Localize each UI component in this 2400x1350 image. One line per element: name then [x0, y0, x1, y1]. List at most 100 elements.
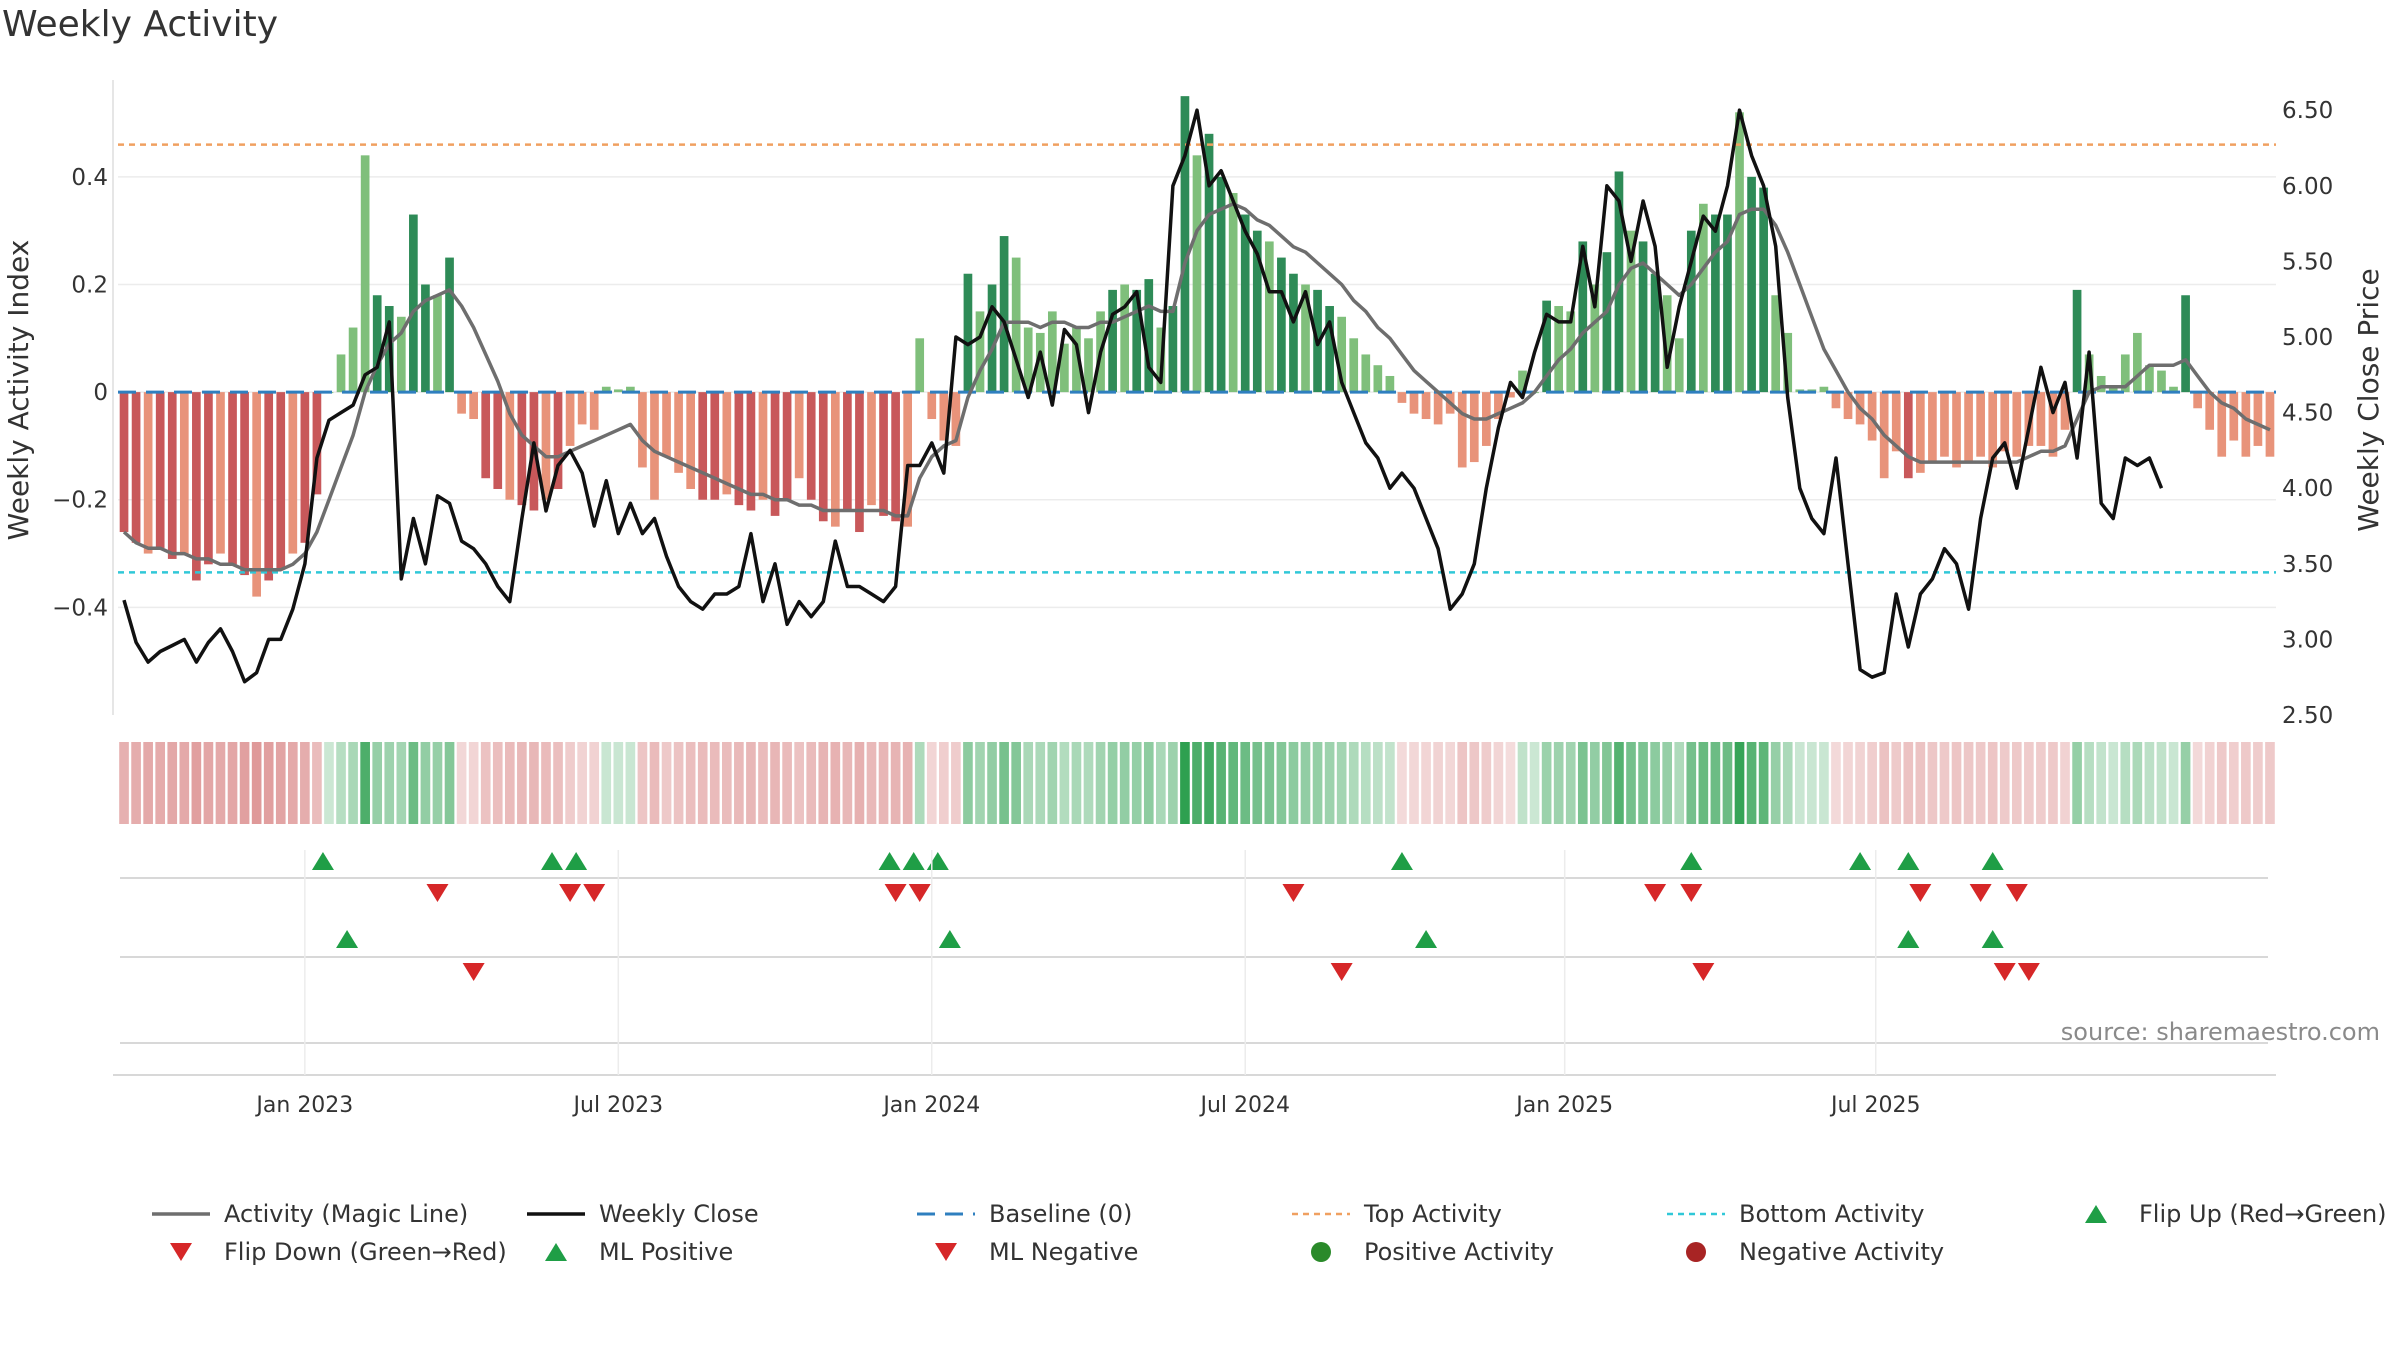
x-tick-label: Jan 2024	[881, 1093, 980, 1118]
heat-cell	[2036, 742, 2046, 824]
y-right-tick-label: 3.50	[2282, 552, 2333, 578]
activity-bar	[1457, 392, 1467, 468]
activity-bar	[843, 392, 852, 511]
activity-bar	[216, 392, 225, 554]
heat-cell	[830, 742, 841, 824]
activity-bar	[903, 392, 912, 527]
activity-bar	[1240, 214, 1250, 393]
heat-cell	[1336, 742, 1347, 824]
heat-cell	[1891, 742, 1902, 824]
heat-cell	[456, 742, 467, 824]
activity-bar	[2072, 289, 2082, 393]
activity-bar	[577, 392, 587, 425]
y-right-tick-label: 4.50	[2282, 401, 2333, 427]
legend-item: Weekly Close	[525, 1200, 759, 1228]
activity-bar	[1518, 370, 1527, 393]
activity-bar	[2169, 386, 2178, 393]
legend-item: Flip Up (Red→Green)	[2065, 1200, 2387, 1228]
heat-cell	[939, 742, 949, 824]
legend-label: Flip Down (Green→Red)	[224, 1238, 507, 1266]
magic-line	[122, 202, 2271, 572]
heat-cell	[1746, 742, 1757, 824]
heat-cell	[794, 742, 804, 824]
legend-label: ML Negative	[989, 1238, 1139, 1266]
activity-bar	[782, 392, 792, 500]
activity-bar	[939, 392, 949, 441]
y-right-tick-label: 2.50	[2282, 703, 2333, 729]
heat-cell	[1770, 742, 1781, 824]
activity-bar	[1506, 392, 1515, 398]
activity-bar	[1928, 392, 1937, 463]
heat-cell	[1216, 742, 1226, 824]
heat-cell	[1939, 742, 1950, 824]
activity-bar	[1168, 306, 1178, 393]
flip-up-marker	[1981, 852, 2004, 870]
activity-bar	[1035, 332, 1045, 393]
heat-cell	[1360, 742, 1371, 824]
heat-cell	[1397, 742, 1407, 824]
heat-cell	[396, 742, 407, 824]
heat-cell	[2120, 742, 2131, 824]
legend-item: ML Negative	[915, 1238, 1138, 1266]
x-tick-label: Jul 2025	[1829, 1093, 1921, 1118]
heat-cell	[275, 742, 286, 824]
activity-bar	[192, 392, 201, 581]
heat-cell	[167, 742, 178, 824]
heat-cell	[2228, 742, 2239, 824]
heat-cell	[287, 742, 298, 824]
heat-cell	[239, 742, 250, 824]
heat-cell	[1204, 742, 1214, 824]
activity-bar	[1759, 187, 1768, 393]
heat-cell	[2084, 742, 2094, 824]
heat-cell	[2204, 742, 2215, 824]
reference-lines	[118, 143, 2276, 574]
activity-bar	[1385, 375, 1395, 393]
heat-cell	[1782, 742, 1793, 824]
close-icon	[527, 1212, 585, 1216]
activity-bar	[2181, 295, 2190, 393]
tri-up-icon	[2085, 1205, 2107, 1223]
legend-item: Top Activity	[1290, 1200, 1502, 1228]
y-axis-right-label: Weekly Close Price	[2352, 268, 2385, 531]
series-lines	[122, 108, 2271, 684]
heat-cell	[1674, 742, 1685, 824]
activity-bar	[445, 257, 454, 393]
activity-bar	[2060, 392, 2070, 430]
activity-bar	[1361, 354, 1371, 393]
activity-bar	[409, 214, 418, 393]
heat-cell	[637, 742, 648, 824]
flip-down-marker	[583, 884, 606, 902]
heat-cell	[1903, 742, 1914, 824]
heat-cell	[709, 742, 720, 824]
y-right-tick-label: 5.00	[2282, 325, 2333, 351]
heat-cell	[2192, 742, 2203, 824]
activity-bar	[722, 392, 732, 495]
activity-bar	[1566, 311, 1576, 393]
activity-bar	[300, 392, 310, 543]
heat-cell	[480, 742, 491, 824]
heat-cell	[1517, 742, 1528, 824]
heat-cell	[384, 742, 395, 824]
heat-cell	[1445, 742, 1455, 824]
heat-cell	[1590, 742, 1600, 824]
heat-cell	[926, 742, 937, 824]
heat-cell	[1987, 742, 1998, 824]
legend-label: Top Activity	[1364, 1200, 1502, 1228]
activity-bar	[288, 392, 298, 554]
activity-bar	[481, 392, 491, 479]
activity-bar	[806, 392, 816, 500]
heat-cell	[1698, 742, 1709, 824]
activity-bar	[975, 311, 985, 393]
heat-cell	[1722, 742, 1733, 824]
signal-rows	[113, 852, 2276, 1076]
heat-cell	[1469, 742, 1480, 824]
y-right-tick-label: 6.50	[2282, 98, 2333, 124]
activity-bar	[421, 284, 430, 393]
activity-bar	[1952, 392, 1961, 468]
heat-cell	[854, 742, 865, 824]
activity-bar	[2036, 392, 2046, 446]
heat-cell	[1300, 742, 1311, 824]
heat-cell	[1192, 742, 1202, 824]
heat-cell	[1156, 742, 1166, 824]
activity-bar	[879, 392, 888, 516]
